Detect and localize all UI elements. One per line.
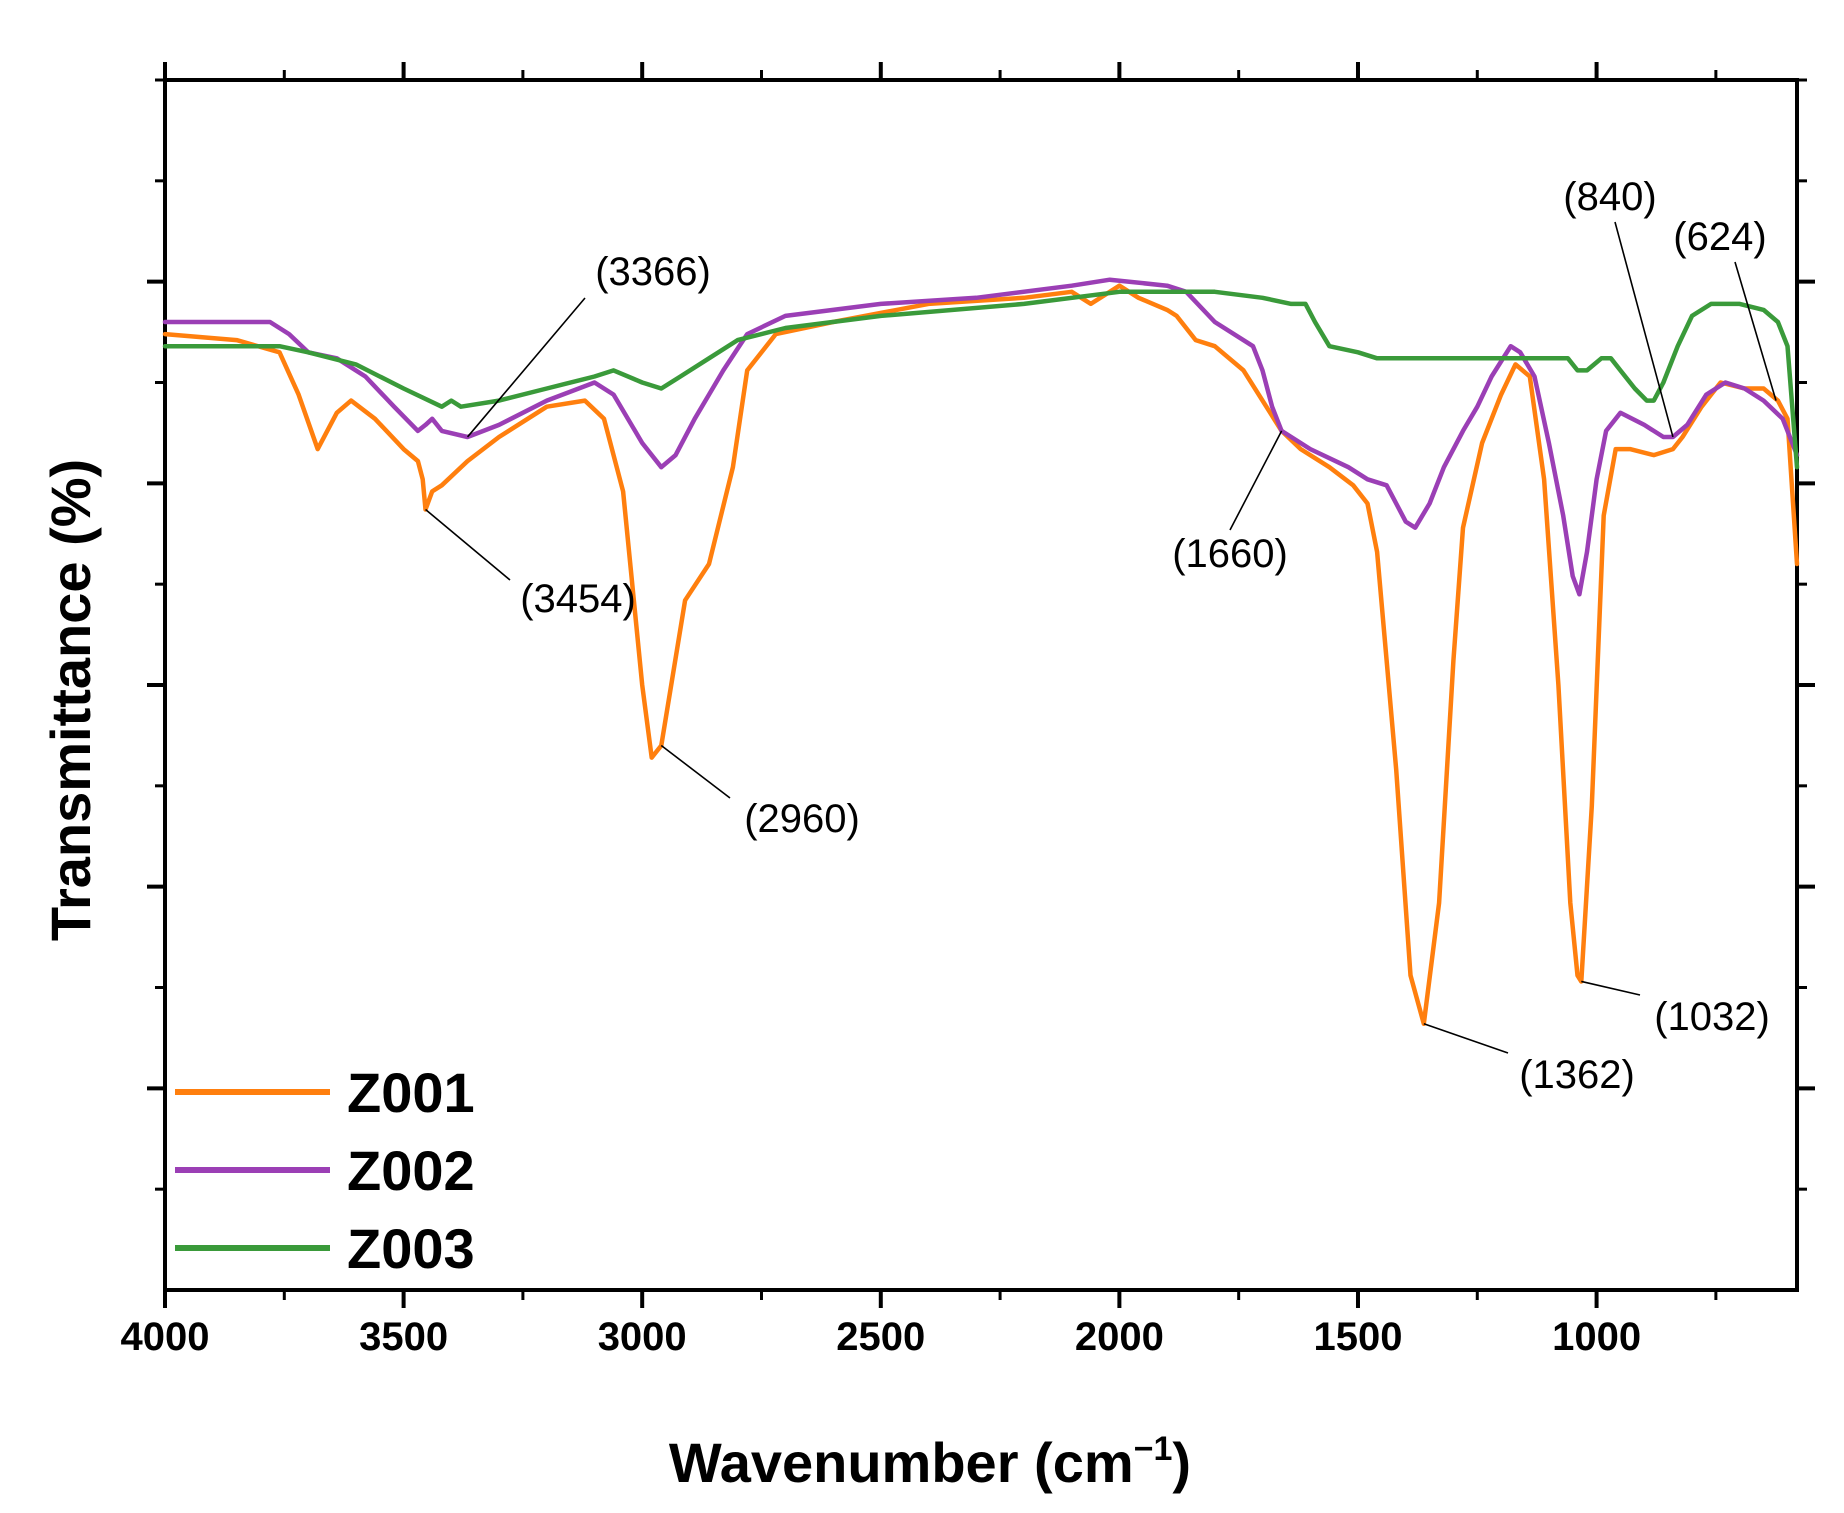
annotation-label: (2960) xyxy=(744,797,860,841)
annotation-leader xyxy=(660,744,731,799)
annotation-leader xyxy=(1581,980,1641,996)
peak-annotations: (3454) (3366) (2960) (1660) (1362) (1032) (840… xyxy=(425,175,1777,1097)
x-tick-label: 1000 xyxy=(1552,1315,1641,1359)
legend-label-z001: Z001 xyxy=(347,1061,475,1124)
x-tick-label: 3000 xyxy=(598,1315,687,1359)
series-line-z002 xyxy=(162,277,1800,597)
annotation-leader xyxy=(1423,1023,1509,1054)
annotation-label: (3454) xyxy=(520,577,636,621)
annotation-leader xyxy=(466,297,586,438)
series-lines xyxy=(162,277,1800,1027)
x-tick-label: 3500 xyxy=(359,1315,448,1359)
annotation-leader xyxy=(1614,221,1674,438)
annotation-leader xyxy=(1229,430,1283,531)
y-axis-title: Transmittance (%) xyxy=(39,459,102,941)
annotation-leader xyxy=(425,508,511,581)
x-tick-label: 2500 xyxy=(836,1315,925,1359)
legend: Z001 Z002 Z003 xyxy=(175,1061,475,1280)
x-tick-label: 2000 xyxy=(1075,1315,1164,1359)
annotation-label: (1660) xyxy=(1172,532,1288,576)
x-tick-label: 1500 xyxy=(1313,1315,1402,1359)
x-tick-label: 4000 xyxy=(121,1315,210,1359)
legend-label-z003: Z003 xyxy=(347,1217,475,1280)
annotation-label: (1032) xyxy=(1654,995,1770,1039)
annotation-label: (1362) xyxy=(1519,1053,1635,1097)
series-line-z001 xyxy=(162,283,1800,1027)
x-axis-title: Wavenumber (cm−1) xyxy=(669,1430,1191,1494)
legend-label-z002: Z002 xyxy=(347,1139,475,1202)
annotation-label: (624) xyxy=(1673,215,1766,259)
annotation-leader xyxy=(1734,261,1777,401)
axis-ticks: 4000 3500 3000 2500 2000 1500 1000 xyxy=(121,62,1815,1359)
series-line-z003 xyxy=(162,289,1800,470)
annotation-label: (840) xyxy=(1563,175,1656,219)
annotation-label: (3366) xyxy=(595,250,711,294)
